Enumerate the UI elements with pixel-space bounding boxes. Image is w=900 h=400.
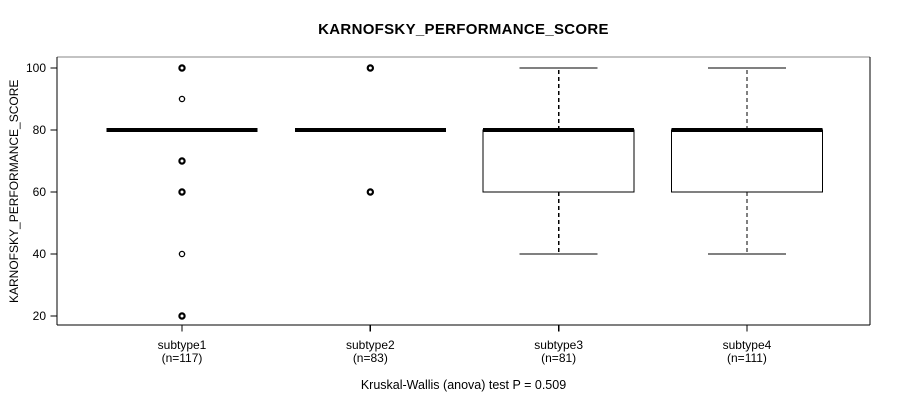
boxplot-subtype3-box	[482, 129, 635, 193]
boxplot-subtype2-outlier-point	[366, 64, 375, 72]
group-n-count: (n=111)	[727, 350, 767, 365]
boxplot-subtype1-outlier-point	[178, 157, 186, 165]
group-n-count: (n=117)	[161, 350, 203, 365]
x-group-label-subtype2: subtype2 (n=83)	[300, 339, 440, 364]
group-name: subtype2	[345, 338, 395, 352]
group-n-count: (n=83)	[352, 350, 388, 365]
boxplot-subtype2-outlier-point	[366, 188, 375, 196]
group-name: subtype3	[534, 338, 583, 352]
group-n-count: (n=81)	[541, 350, 577, 365]
y-tick-label: 100	[25, 61, 46, 75]
boxplot-subtype1-outlier-point	[178, 95, 186, 103]
boxplot-subtype1-outlier-point	[178, 64, 186, 72]
y-tick-label: 60	[32, 185, 46, 199]
group-name: subtype1	[157, 338, 207, 352]
boxplot-subtype1-outlier-point	[178, 312, 186, 320]
y-tick-label: 80	[32, 123, 46, 137]
y-tick-label: 20	[32, 309, 46, 323]
chart-title: KARNOFSKY_PERFORMANCE_SCORE	[318, 21, 609, 38]
group-name: subtype4	[722, 338, 772, 352]
x-group-label-subtype4: subtype4 (n=111)	[677, 339, 817, 364]
boxplot-subtype1-outlier-point	[178, 188, 186, 196]
x-group-label-subtype1: subtype1 (n=117)	[112, 339, 252, 364]
y-tick-label: 40	[32, 247, 46, 261]
boxplot-subtype1-outlier-point	[178, 250, 186, 258]
boxplot-subtype4-box	[670, 129, 823, 193]
stat-test-note: Kruskal-Wallis (anova) test P = 0.509	[360, 378, 567, 392]
x-group-label-subtype3: subtype3 (n=81)	[489, 339, 629, 364]
